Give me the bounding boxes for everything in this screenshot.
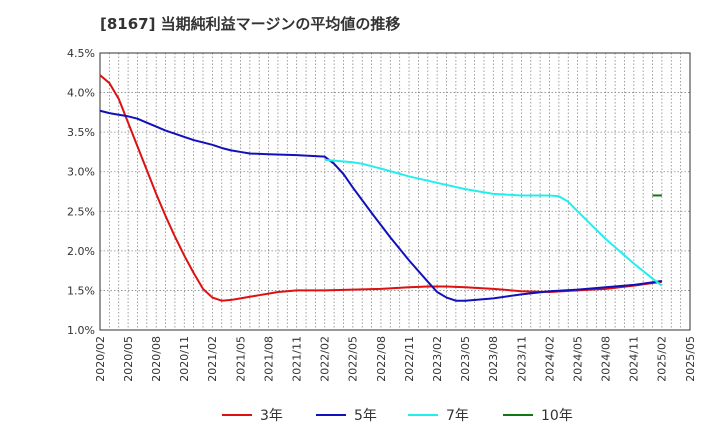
series-line-3 [324, 158, 663, 287]
x-tick-label: 2024/05 [571, 336, 584, 382]
x-tick-label: 2020/08 [150, 336, 163, 382]
x-tick-label: 2021/11 [291, 336, 304, 382]
x-tick-label: 2020/05 [122, 336, 135, 382]
y-tick-label: 4.5% [67, 47, 95, 60]
y-tick-label: 3.5% [67, 126, 95, 139]
x-tick-label: 2020/02 [94, 336, 107, 382]
legend-label-1: 3年 [260, 408, 283, 424]
y-tick-label: 1.0% [67, 324, 95, 337]
legend-label-4: 10年 [541, 408, 573, 424]
x-tick-label: 2021/02 [206, 336, 219, 382]
x-tick-label: 2024/08 [600, 336, 613, 382]
plot-area [100, 53, 690, 330]
chart-title: [8167] 当期純利益マージンの平均値の推移 [100, 15, 401, 33]
series-line-2 [99, 109, 663, 302]
legend-label-3: 7年 [446, 408, 469, 424]
x-tick-label: 2024/02 [543, 336, 556, 382]
x-tick-label: 2023/05 [459, 336, 472, 382]
x-tick-label: 2025/05 [684, 336, 697, 382]
y-tick-label: 1.5% [67, 284, 95, 297]
x-tick-label: 2023/11 [515, 336, 528, 382]
x-tick-label: 2022/02 [319, 336, 332, 382]
x-tick-label: 2022/08 [375, 336, 388, 382]
x-tick-label: 2021/08 [262, 336, 275, 382]
x-tick-label: 2022/11 [403, 336, 416, 382]
y-tick-label: 2.5% [67, 205, 95, 218]
plot-frame [99, 52, 691, 331]
series-line-1 [99, 74, 663, 302]
x-tick-label: 2024/11 [628, 336, 641, 382]
x-tick-label: 2023/02 [431, 336, 444, 382]
legend-label-2: 5年 [354, 408, 377, 424]
x-tick-label: 2025/02 [656, 336, 669, 382]
y-tick-label: 4.0% [67, 87, 95, 100]
y-tick-label: 2.0% [67, 245, 95, 258]
x-tick-label: 2021/05 [234, 336, 247, 382]
x-tick-label: 2020/11 [178, 336, 191, 382]
x-tick-label: 2022/05 [347, 336, 360, 382]
x-tick-label: 2023/08 [487, 336, 500, 382]
y-tick-label: 3.0% [67, 166, 95, 179]
